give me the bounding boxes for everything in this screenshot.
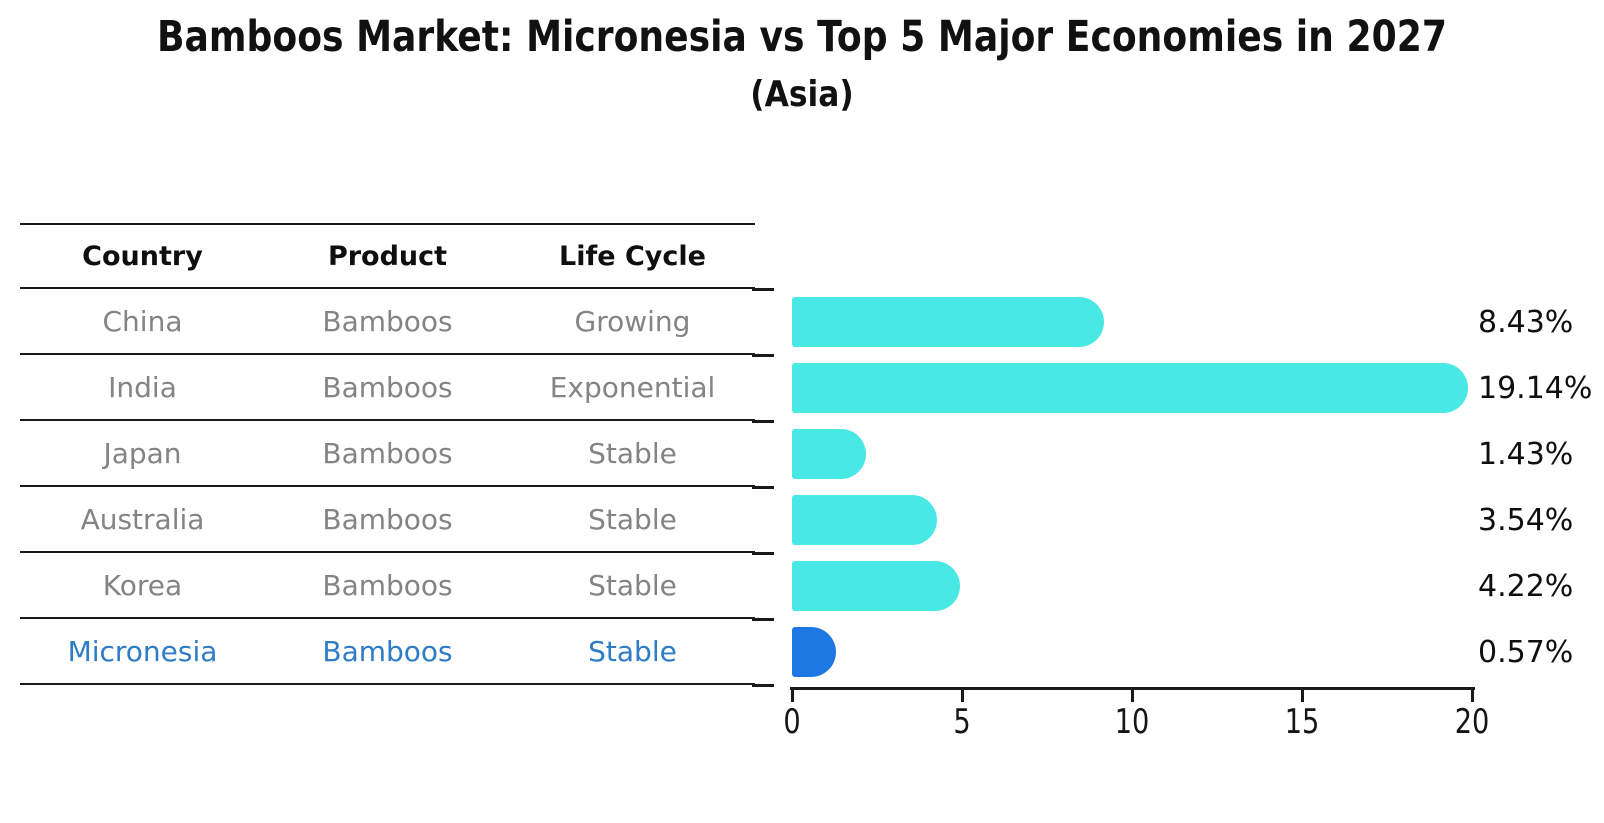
y-axis-tick xyxy=(752,288,774,291)
table-cell-product: Bamboos xyxy=(322,568,453,602)
chart-subtitle: (Asia) xyxy=(750,74,854,115)
bar-china xyxy=(792,297,1104,347)
x-axis-tick-label: 15 xyxy=(1284,702,1320,742)
table-header-country: Country xyxy=(82,240,203,272)
y-axis-tick xyxy=(752,354,774,357)
y-axis-tick xyxy=(752,684,774,687)
x-axis-tick xyxy=(790,687,794,702)
table-row-japan: Japan Bamboos Stable xyxy=(20,421,755,487)
bar-australia xyxy=(792,495,938,545)
table-cell-life-cycle: Stable xyxy=(588,436,677,470)
bar-micronesia xyxy=(792,627,837,677)
table-cell-life-cycle: Stable xyxy=(588,634,677,668)
table-cell-country: Korea xyxy=(102,568,183,602)
table-header-row: Country Product Life Cycle xyxy=(20,223,755,289)
table-cell-life-cycle: Stable xyxy=(588,568,677,602)
bar-value-label-china: 8.43% xyxy=(1478,304,1574,340)
x-axis-tick-label: 5 xyxy=(953,702,971,742)
bar-korea xyxy=(792,561,961,611)
x-axis-tick-label: 10 xyxy=(1114,702,1150,742)
x-axis-tick xyxy=(1300,687,1304,702)
x-axis-tick xyxy=(960,687,964,702)
table-header-product: Product xyxy=(327,240,448,272)
bar-value-label-australia: 3.54% xyxy=(1478,502,1574,538)
table-header-life-cycle: Life Cycle xyxy=(559,240,706,272)
table-cell-country: India xyxy=(108,370,177,404)
table-row-australia: Australia Bamboos Stable xyxy=(20,487,755,553)
table-cell-country: China xyxy=(102,304,183,338)
table-cell-product: Bamboos xyxy=(322,436,453,470)
y-axis-tick xyxy=(752,486,774,489)
table-cell-country: Japan xyxy=(103,436,182,470)
y-axis-tick xyxy=(752,552,774,555)
x-axis-tick-label: 20 xyxy=(1454,702,1490,742)
bar-japan xyxy=(792,429,866,479)
bar-india xyxy=(792,363,1468,413)
table-cell-product: Bamboos xyxy=(322,634,453,668)
bar-value-label-japan: 1.43% xyxy=(1478,436,1574,472)
table-cell-country: Micronesia xyxy=(67,634,218,668)
bar-value-label-india: 19.14% xyxy=(1478,370,1593,406)
bar-value-label-korea: 4.22% xyxy=(1478,568,1574,604)
table-cell-life-cycle: Stable xyxy=(588,502,677,536)
x-axis-tick xyxy=(1470,687,1474,702)
table-row-korea: Korea Bamboos Stable xyxy=(20,553,755,619)
table-row-india: India Bamboos Exponential xyxy=(20,355,755,421)
data-table: Country Product Life Cycle China Bamboos G… xyxy=(20,223,755,685)
table-body: China Bamboos Growing India Bamboos Exponenti… xyxy=(20,289,755,685)
x-axis-tick xyxy=(1130,687,1134,702)
table-cell-product: Bamboos xyxy=(322,304,453,338)
y-axis-tick xyxy=(752,420,774,423)
table-row-micronesia: Micronesia Bamboos Stable xyxy=(20,619,755,685)
table-cell-country: Australia xyxy=(80,502,205,536)
table-cell-product: Bamboos xyxy=(322,502,453,536)
y-axis-tick xyxy=(752,618,774,621)
table-row-china: China Bamboos Growing xyxy=(20,289,755,355)
bar-value-label-micronesia: 0.57% xyxy=(1478,634,1574,670)
table-cell-product: Bamboos xyxy=(322,370,453,404)
x-axis-tick-label: 0 xyxy=(783,702,801,742)
table-cell-life-cycle: Exponential xyxy=(549,370,716,404)
chart-title: Bamboos Market: Micronesia vs Top 5 Majo… xyxy=(156,12,1448,62)
table-cell-life-cycle: Growing xyxy=(574,304,691,338)
